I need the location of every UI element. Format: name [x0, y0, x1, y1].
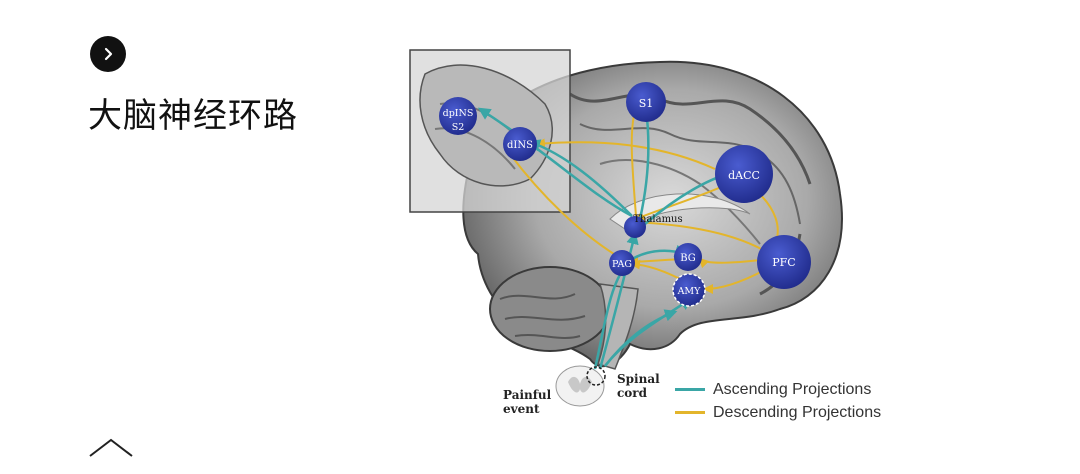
node-dins: dINS — [503, 127, 537, 161]
node-label-pag: PAG — [612, 259, 632, 270]
legend-item-descending: Descending Projections — [675, 401, 881, 424]
node-label-dacc: dACC — [728, 169, 760, 182]
node-label-bg: BG — [680, 253, 696, 264]
chevron-right-circle-icon[interactable] — [90, 36, 126, 72]
legend: Ascending Projections Descending Project… — [675, 378, 881, 424]
node-label-amy: AMY — [677, 286, 702, 297]
node-label-thalamus: Thalamus — [633, 214, 682, 225]
spinal-cord-icon — [555, 365, 606, 407]
node-label-pfc: PFC — [772, 256, 795, 269]
node-pag: PAG — [609, 250, 635, 276]
node-label-s2: S2 — [452, 122, 465, 133]
node-label-dpins: dpINS — [443, 108, 474, 119]
node-amy: AMY — [672, 273, 706, 307]
node-bg: BG — [674, 243, 702, 271]
spinal-cord-label: Spinal cord — [617, 372, 660, 400]
page-title: 大脑神经环路 — [88, 96, 298, 136]
legend-swatch-descending — [675, 411, 705, 414]
painful-event-label: Painful event — [503, 388, 552, 416]
brain-circuit-figure: dpINS S2 dINS S1 dACC Thalamus BG PAG AM… — [409, 49, 843, 407]
legend-swatch-ascending — [675, 388, 705, 391]
node-dacc: dACC — [715, 145, 773, 203]
node-label-s1: S1 — [639, 97, 654, 110]
legend-label-ascending: Ascending Projections — [713, 380, 872, 398]
node-pfc: PFC — [757, 235, 811, 289]
node-dpins-s2: dpINS S2 — [439, 97, 477, 135]
chevron-up-icon[interactable] — [88, 434, 134, 460]
insula-inset — [409, 49, 571, 213]
legend-label-descending: Descending Projections — [713, 403, 882, 421]
node-thalamus: Thalamus — [624, 214, 683, 238]
legend-item-ascending: Ascending Projections — [675, 378, 881, 401]
node-s1: S1 — [626, 82, 666, 122]
node-label-dins: dINS — [507, 140, 533, 151]
